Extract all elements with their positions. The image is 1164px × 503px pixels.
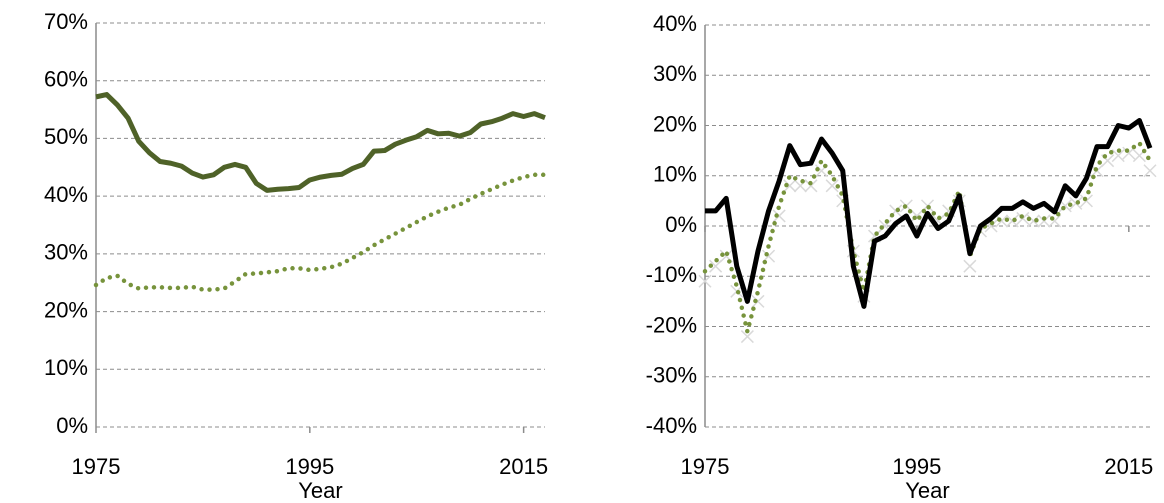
series-line (93, 172, 548, 292)
x-tick-label: 1995 (285, 454, 334, 479)
series-line (95, 92, 546, 193)
y-tick-label: 60% (44, 67, 88, 92)
cross-marker (1048, 214, 1062, 228)
y-tick-label: 30% (44, 240, 88, 265)
cross-marker (1111, 149, 1125, 163)
cross-marker (995, 214, 1009, 228)
series-line (705, 117, 1153, 309)
y-tick-label: 0% (56, 413, 88, 438)
cross-marker (1122, 146, 1136, 160)
cross-marker (751, 294, 765, 308)
series-line (702, 140, 1153, 334)
cross-marker (772, 209, 786, 223)
cross-marker (825, 179, 839, 193)
cross-marker (804, 179, 818, 193)
x-tick-label: 2015 (499, 454, 548, 479)
cross-marker (963, 259, 977, 273)
cross-marker (698, 274, 712, 288)
cross-marker (1037, 214, 1051, 228)
cross-marker (740, 330, 754, 344)
y-tick-label: 20% (653, 111, 697, 136)
cross-marker (783, 179, 797, 193)
y-tick-label: 10% (653, 162, 697, 187)
y-tick-label: 20% (44, 297, 88, 322)
cross-marker (1016, 211, 1030, 225)
x-tick-label: 1975 (72, 454, 121, 479)
y-tick-label: 40% (44, 182, 88, 207)
cross-marker (1005, 214, 1019, 228)
cross-marker (709, 259, 723, 273)
x-tick-label: 2015 (1104, 454, 1153, 479)
cross-marker (1143, 164, 1157, 178)
x-axis-label: Year (905, 478, 949, 503)
y-tick-label: 50% (44, 124, 88, 149)
y-tick-label: 70% (44, 9, 88, 34)
y-tick-label: -40% (646, 413, 697, 438)
cross-marker (910, 209, 924, 223)
y-tick-label: 30% (653, 61, 697, 86)
y-tick-label: -20% (646, 312, 697, 337)
x-axis-label: Year (298, 478, 342, 503)
x-tick-label: 1975 (681, 454, 730, 479)
y-tick-label: 40% (653, 11, 697, 36)
y-tick-label: -10% (646, 262, 697, 287)
x-tick-label: 1995 (892, 454, 941, 479)
cross-marker (1079, 194, 1093, 208)
y-tick-label: -30% (646, 363, 697, 388)
y-tick-label: 10% (44, 355, 88, 380)
y-tick-label: 0% (665, 212, 697, 237)
